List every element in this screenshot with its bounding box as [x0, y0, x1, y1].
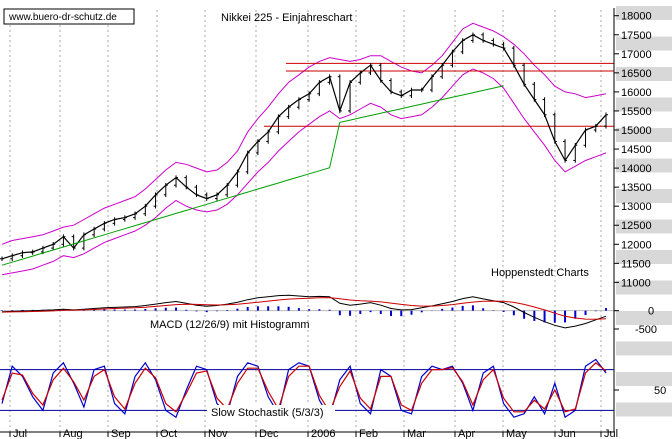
price-tick-label: 18000: [621, 11, 652, 23]
macd-panel: [0, 294, 614, 329]
watermark-box: [3, 8, 135, 25]
axes: 11000 11500 12000 12500 13000 13500 14000 14500…: [0, 6, 672, 439]
price-tick-label: 13000: [621, 201, 652, 213]
price-tick-label: 13500: [621, 182, 652, 194]
stochastic-k-line: [1, 358, 607, 419]
macd-tick-label: -500: [635, 324, 657, 336]
axis-band: [616, 128, 672, 142]
macd-label: MACD (12/26/9) mit Histogramm: [150, 319, 310, 331]
macd-label-bg: [147, 317, 303, 331]
provider-label: Hoppenstedt Charts: [491, 267, 589, 279]
watermark-label: www.buero-dr-schutz.de: [8, 12, 117, 23]
month-label: Aug: [63, 428, 83, 439]
month-label: Jul: [604, 428, 618, 439]
grid: [9, 10, 602, 432]
stochastic-d-line: [1, 361, 607, 414]
axis-band: [616, 219, 672, 234]
month-label: Feb: [359, 428, 378, 439]
price-tick-label: 14000: [621, 163, 652, 175]
bollinger-lower-band: [1, 68, 607, 276]
stochastic-tick-label: 50: [654, 385, 666, 397]
axis-band: [616, 311, 672, 325]
axis-band: [616, 280, 672, 295]
month-label: Jun: [558, 428, 576, 439]
month-label: Mar: [407, 428, 426, 439]
axis-band: [616, 67, 672, 81]
price-tick-label: 12500: [621, 220, 652, 232]
axis-band: [616, 158, 672, 173]
axis-band: [616, 372, 672, 386]
chart-title: Nikkei 225 - Einjahreschart: [221, 12, 352, 24]
macd-tick-label: 0: [648, 306, 654, 318]
axis-band: [616, 6, 672, 20]
month-label: Dec: [259, 428, 279, 439]
price-series-line: [1, 34, 607, 260]
month-label: Nov: [208, 428, 228, 439]
axis-band: [616, 36, 672, 51]
price-tick-label: 17500: [621, 30, 652, 42]
axis-band: [616, 402, 672, 417]
price-tick-label: 15500: [621, 106, 652, 118]
month-label: Apr: [458, 428, 475, 439]
month-label: May: [506, 428, 527, 439]
month-label: 2006: [311, 428, 335, 439]
price-tick-label: 17000: [621, 49, 652, 61]
macd-signal-line: [1, 297, 607, 320]
stochastic-label: Slow Stochastik (5/3/3): [211, 407, 324, 419]
trend-line: [1, 85, 504, 266]
month-label: Sep: [111, 428, 131, 439]
price-panel: [0, 22, 614, 276]
axis-band: [616, 341, 672, 356]
stochastic-label-bg: [207, 405, 335, 419]
axis-band: [616, 189, 672, 203]
axis-band: [616, 250, 672, 264]
price-tick-label: 14500: [621, 144, 652, 156]
price-tick-label: 11500: [621, 258, 651, 270]
price-tick-label: 16000: [621, 87, 652, 99]
price-tick-label: 15000: [621, 125, 652, 137]
bollinger-upper-band: [1, 22, 607, 245]
month-label: Oct: [160, 428, 177, 439]
price-tick-label: 11000: [621, 277, 651, 289]
price-tick-label: 16500: [621, 68, 652, 80]
price-tick-label: 12000: [621, 239, 652, 251]
axis-band: [616, 97, 672, 112]
month-label: Jul: [13, 428, 27, 439]
macd-line: [1, 294, 607, 329]
